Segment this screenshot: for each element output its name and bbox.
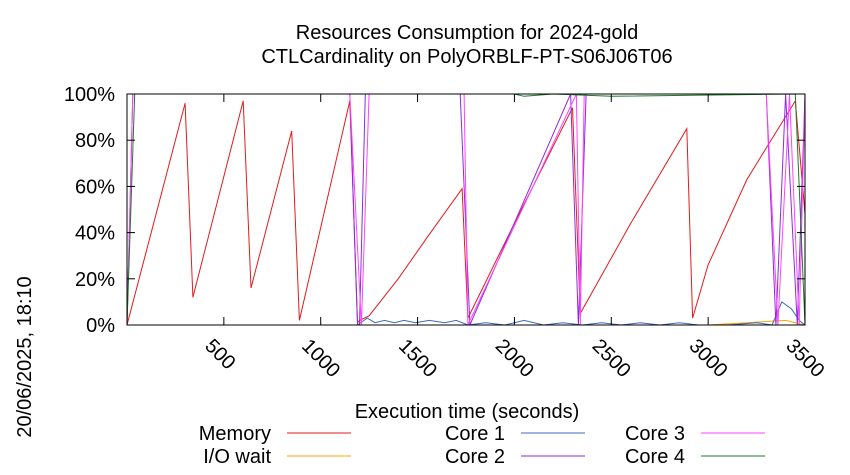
- series-layer: [126, 93, 806, 326]
- x-axis-label: Execution time (seconds): [355, 401, 580, 423]
- x-tick-label: 3000: [685, 335, 732, 382]
- series-line-core-3: [126, 93, 806, 326]
- y-tick-label: 0%: [86, 315, 115, 337]
- chart-title: Resources Consumption for 2024-gold: [296, 22, 638, 44]
- x-tick-label: 2500: [588, 335, 635, 382]
- y-tick-label: 80%: [75, 130, 115, 152]
- legend-label: Memory: [199, 423, 271, 445]
- legend-label: Core 2: [445, 446, 505, 468]
- legend-label: I/O wait: [203, 446, 271, 468]
- x-tick-label: 1000: [297, 335, 344, 382]
- y-tick-label: 20%: [75, 269, 115, 291]
- x-tick-label: 500: [200, 335, 239, 374]
- series-line-core-1: [127, 301, 806, 326]
- side-timestamp-label: 20/06/2025, 18:10: [14, 276, 36, 437]
- y-tick-label: 60%: [75, 176, 115, 198]
- x-tick-label: 1500: [394, 335, 441, 382]
- y-tick-label: 40%: [75, 223, 115, 245]
- plot-frame: [126, 93, 806, 326]
- x-tick-label: 2000: [491, 335, 538, 382]
- legend-label: Core 4: [625, 446, 685, 468]
- chart-subtitle: CTLCardinality on PolyORBLF-PT-S06J06T06: [261, 46, 672, 68]
- series-line-core-2: [126, 93, 806, 326]
- legend-label: Core 3: [625, 423, 685, 445]
- x-tick-label: 3500: [781, 335, 828, 382]
- y-tick-label: 100%: [64, 84, 115, 106]
- series-line-memory: [126, 99, 806, 326]
- legend-label: Core 1: [445, 423, 505, 445]
